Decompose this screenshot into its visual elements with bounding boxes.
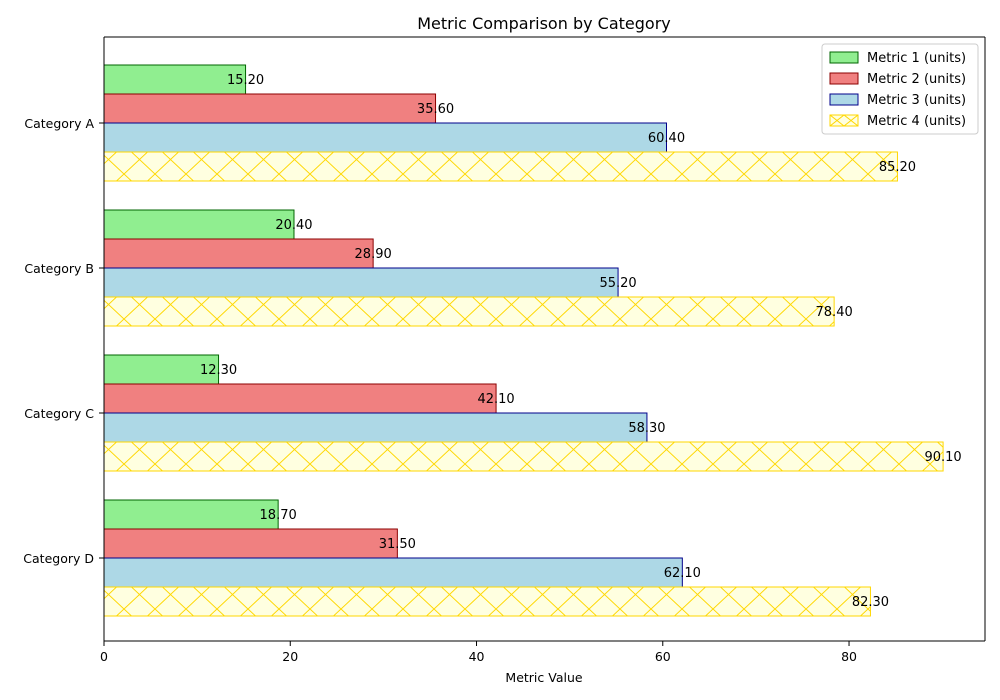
data-label-category-c-series-4: 90.10	[924, 450, 961, 465]
data-label-category-d-series-1: 18.70	[260, 508, 297, 523]
bar-category-a-series-1	[103, 64, 247, 95]
bar-category-d-series-4	[103, 586, 871, 617]
x-tick-label-20: 20	[282, 649, 298, 664]
data-labels-layer: 15.20 35.60 60.40 85.20 20.40 28.90 55.20 78.40…	[200, 73, 962, 610]
bar-category-a-series-3	[103, 122, 667, 153]
bar-category-b-series-4	[103, 296, 835, 327]
legend-label-series-4: Metric 4 (units)	[867, 114, 966, 129]
bar-category-c-series-2	[103, 383, 497, 414]
legend-swatch-hatch-series-4	[829, 114, 859, 127]
bar-category-b-series-2	[103, 238, 374, 269]
data-label-category-c-series-3: 58.30	[628, 421, 665, 436]
x-tick-label-40: 40	[469, 649, 485, 664]
legend-swatch-series-3	[829, 93, 859, 106]
legend-swatch-series-1	[829, 51, 859, 64]
bar-category-a-series-4	[103, 151, 898, 182]
bar-category-d-series-2	[103, 528, 398, 559]
bars-layer	[103, 64, 944, 617]
legend-swatch-series-4	[829, 114, 859, 127]
legend: Metric 1 (units) Metric 2 (units) Metric 3…	[821, 43, 979, 135]
data-label-category-b-series-1: 20.40	[275, 218, 312, 233]
data-label-category-b-series-2: 28.90	[355, 247, 392, 262]
chart-title: Metric Comparison by Category	[417, 14, 671, 33]
data-label-category-b-series-3: 55.20	[599, 276, 636, 291]
data-label-category-a-series-1: 15.20	[227, 73, 264, 88]
legend-box	[821, 43, 979, 135]
x-tick-label-0: 0	[100, 649, 108, 664]
data-label-category-d-series-4: 82.30	[852, 595, 889, 610]
bar-category-c-series-4	[103, 441, 944, 472]
legend-label-series-1: Metric 1 (units)	[867, 51, 966, 66]
y-tick-label-category-c: Category C	[24, 406, 94, 421]
data-label-category-a-series-3: 60.40	[648, 131, 685, 146]
x-axis-label: Metric Value	[505, 670, 582, 685]
data-label-category-b-series-4: 78.40	[816, 305, 853, 320]
legend-label-series-3: Metric 3 (units)	[867, 93, 966, 108]
bar-category-d-series-3	[103, 557, 683, 588]
legend-label-series-2: Metric 2 (units)	[867, 72, 966, 87]
data-label-category-a-series-4: 85.20	[879, 160, 916, 175]
bar-category-b-series-3	[103, 267, 619, 298]
bar-category-d-series-1	[103, 499, 279, 530]
legend-swatch-series-2	[829, 72, 859, 85]
x-tick-label-80: 80	[841, 649, 857, 664]
data-label-category-c-series-1: 12.30	[200, 363, 237, 378]
bar-category-c-series-3	[103, 412, 648, 443]
y-tick-label-category-a: Category A	[24, 116, 94, 131]
bar-category-b-series-1	[103, 209, 295, 240]
data-label-category-d-series-3: 62.10	[664, 566, 701, 581]
bar-category-a-series-2	[103, 93, 437, 124]
y-tick-label-category-b: Category B	[24, 261, 94, 276]
data-label-category-d-series-2: 31.50	[379, 537, 416, 552]
axes-layer: 0 20 40 60 80 Category A Category B Category C C…	[23, 36, 986, 664]
data-label-category-c-series-2: 42.10	[477, 392, 514, 407]
x-tick-label-60: 60	[655, 649, 671, 664]
y-tick-label-category-d: Category D	[23, 551, 94, 566]
data-label-category-a-series-2: 35.60	[417, 102, 454, 117]
